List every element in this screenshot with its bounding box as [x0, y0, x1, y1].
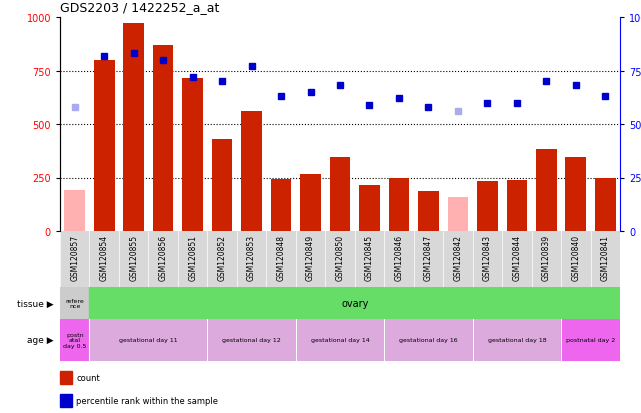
Bar [65, 191, 85, 231]
Bar [384, 319, 472, 361]
Text: ovary: ovary [341, 298, 369, 308]
Bar [506, 180, 527, 231]
Text: gestational day 11: gestational day 11 [119, 338, 178, 343]
Bar [447, 197, 468, 231]
Bar [300, 175, 321, 231]
Bar [418, 192, 438, 231]
Bar [477, 181, 497, 231]
Text: GSM120847: GSM120847 [424, 234, 433, 280]
Bar [359, 185, 379, 231]
Bar [296, 319, 384, 361]
Text: percentile rank within the sample: percentile rank within the sample [76, 396, 218, 405]
Bar [182, 79, 203, 231]
Text: GSM120842: GSM120842 [453, 234, 462, 280]
Bar [94, 61, 115, 231]
Text: refere
nce: refere nce [65, 298, 84, 309]
Bar [472, 319, 561, 361]
Text: GSM120843: GSM120843 [483, 234, 492, 280]
Bar [153, 46, 174, 231]
Text: GSM120852: GSM120852 [217, 234, 227, 280]
Bar [123, 24, 144, 231]
Text: tissue ▶: tissue ▶ [17, 299, 54, 308]
Text: GSM120841: GSM120841 [601, 234, 610, 280]
Text: GSM120844: GSM120844 [512, 234, 521, 280]
Text: gestational day 12: gestational day 12 [222, 338, 281, 343]
Text: GSM120846: GSM120846 [394, 234, 403, 280]
Text: GSM120849: GSM120849 [306, 234, 315, 280]
Bar [208, 319, 296, 361]
Bar [388, 178, 409, 231]
Text: GSM120853: GSM120853 [247, 234, 256, 280]
Text: GSM120851: GSM120851 [188, 234, 197, 280]
Text: GSM120840: GSM120840 [571, 234, 580, 280]
Text: GSM120848: GSM120848 [276, 234, 285, 280]
Bar [595, 178, 615, 231]
Text: count: count [76, 373, 100, 382]
Text: GSM120850: GSM120850 [335, 234, 344, 280]
Text: GDS2203 / 1422252_a_at: GDS2203 / 1422252_a_at [60, 1, 219, 14]
Text: GSM120854: GSM120854 [100, 234, 109, 280]
Bar [212, 140, 233, 231]
Text: GSM120856: GSM120856 [159, 234, 168, 280]
Text: GSM120855: GSM120855 [129, 234, 138, 280]
Bar [60, 287, 90, 319]
Bar [536, 149, 556, 231]
Bar [271, 179, 292, 231]
Bar [90, 319, 208, 361]
Bar [60, 319, 90, 361]
Text: postnatal day 2: postnatal day 2 [566, 338, 615, 343]
Bar [241, 112, 262, 231]
Text: gestational day 14: gestational day 14 [311, 338, 369, 343]
Text: postn
atal
day 0.5: postn atal day 0.5 [63, 332, 87, 349]
Text: age ▶: age ▶ [27, 336, 54, 345]
Bar [565, 158, 586, 231]
Text: gestational day 16: gestational day 16 [399, 338, 458, 343]
Text: GSM120845: GSM120845 [365, 234, 374, 280]
Text: GSM120839: GSM120839 [542, 234, 551, 280]
Bar [561, 319, 620, 361]
Text: gestational day 18: gestational day 18 [488, 338, 546, 343]
Bar [329, 158, 351, 231]
Text: GSM120857: GSM120857 [71, 234, 79, 280]
